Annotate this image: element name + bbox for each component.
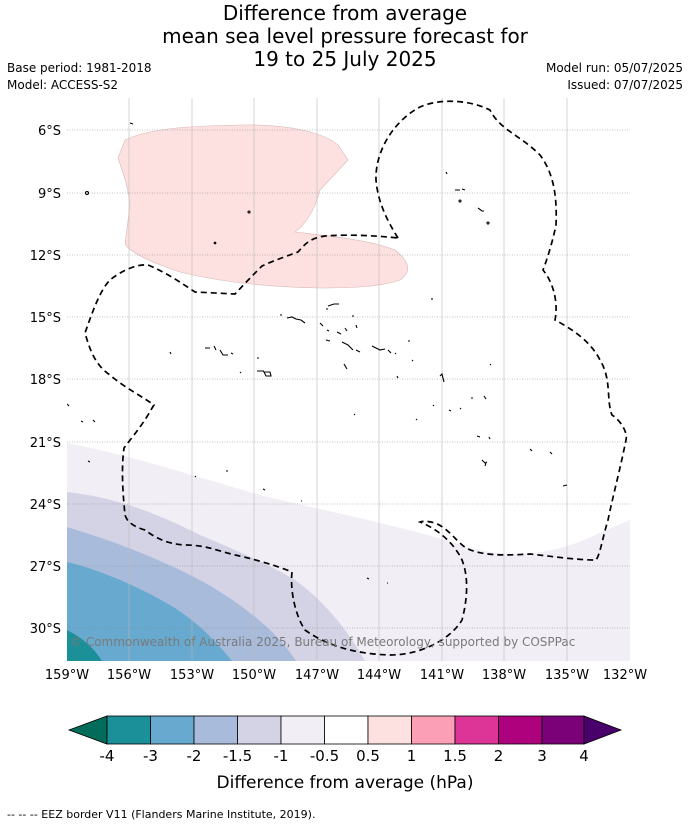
map-title-line-1: Difference from average [222, 1, 468, 25]
model-run-text: Model run: 05/07/2025 [545, 61, 683, 75]
island-4 [213, 241, 217, 245]
colorbar-label: 0.5 [356, 747, 380, 765]
colorbar-segment-6 [324, 715, 369, 745]
colorbar-labels: -4 -3 -2 -1.5 -1 -0.5 0.5 1 1.5 2 3 4 [100, 747, 589, 765]
colorbar-segment-5 [280, 715, 325, 745]
anomaly-band-minus-2-to-minus-3 [67, 562, 232, 661]
graticule [67, 98, 630, 661]
colorbar-segment-1 [106, 715, 151, 745]
eez-border-line [84, 100, 628, 656]
lat-label-24s: 24°S [30, 498, 61, 513]
lon-label-138w: 138°W [482, 668, 526, 683]
colorbar-label: 4 [579, 747, 589, 765]
latitude-labels: 6°S 9°S 12°S 15°S 18°S 21°S 24°S 27°S 30… [30, 124, 61, 637]
lon-label-153w: 153°W [170, 668, 214, 683]
lon-label-144w: 144°W [357, 668, 401, 683]
island-18 [169, 351, 259, 359]
lon-label-150w: 150°W [232, 668, 276, 683]
anomaly-band-minus-3-to-minus-4 [67, 630, 102, 661]
colorbar-segment-4 [237, 715, 282, 745]
island-8 [477, 207, 484, 212]
colorbar-extend-low [67, 715, 108, 745]
island-6 [455, 188, 466, 191]
island-14 [325, 315, 358, 351]
island-3 [247, 210, 251, 214]
island-25 [481, 448, 553, 467]
island-27 [366, 484, 568, 584]
map-area: © Commonwealth of Australia 2025, Bureau… [67, 98, 630, 661]
model-text: Model: ACCESS-S2 [7, 78, 119, 92]
metadata-right: Model run: 05/07/2025 Issued: 07/07/2025 [546, 60, 683, 94]
anomaly-region-0.5-to-1 [117, 124, 408, 289]
colorbar-segment-11 [541, 715, 585, 745]
island-12 [280, 314, 306, 324]
longitude-labels: 159°W 156°W 153°W 150°W 147°W 144°W 141°… [45, 668, 647, 683]
island-24 [353, 413, 491, 440]
map-title-line-3: 19 to 25 July 2025 [253, 47, 437, 71]
colorbar-label: 3 [537, 747, 547, 765]
colorbar-segment-9 [454, 715, 499, 745]
lat-label-18s: 18°S [30, 373, 61, 388]
island-26 [87, 460, 302, 502]
base-period-text: Base period: 1981-2018 [7, 61, 152, 75]
island-22 [448, 363, 492, 412]
colorbar-title: Difference from average (hPa) [217, 773, 474, 793]
lat-label-15s: 15°S [30, 311, 61, 326]
eez-legend-note: -- -- -- EEZ border V11 (Flanders Marine… [7, 808, 316, 821]
copyright-notice: © Commonwealth of Australia 2025, Bureau… [70, 635, 575, 649]
island-9 [486, 221, 490, 225]
colorbar-label: -1 [274, 747, 289, 765]
colorbar-label: -1.5 [223, 747, 252, 765]
lat-label-6s: 6°S [38, 124, 61, 139]
islands [67, 122, 568, 584]
colorbar-label: -4 [100, 747, 115, 765]
colorbar-extend-high [583, 715, 623, 745]
island-17 [205, 345, 234, 356]
island-15 [355, 345, 392, 354]
island-20 [239, 363, 348, 374]
map-title-line-2: mean sea level pressure forecast for [162, 24, 528, 48]
colorbar-label: -2 [187, 747, 202, 765]
lon-label-132w: 132°W [603, 668, 647, 683]
colorbar-segment-7 [367, 715, 412, 745]
issued-text: Issued: 07/07/2025 [567, 78, 683, 92]
colorbar-label: 1.5 [443, 747, 467, 765]
island-5 [445, 171, 448, 175]
lat-label-30s: 30°S [30, 622, 61, 637]
lon-label-141w: 141°W [420, 668, 464, 683]
island-19 [257, 370, 272, 377]
island-1 [129, 122, 134, 125]
island-7 [458, 199, 462, 203]
colorbar [67, 715, 623, 745]
colorbar-segment-8 [411, 715, 456, 745]
colorbar-segment-10 [498, 715, 543, 745]
colorbar-label: -0.5 [310, 747, 339, 765]
lon-label-156w: 156°W [107, 668, 151, 683]
island-2 [84, 190, 90, 196]
island-16 [394, 340, 414, 362]
colorbar-label: 2 [494, 747, 504, 765]
island-23 [67, 403, 96, 423]
lon-label-147w: 147°W [295, 668, 339, 683]
lon-label-135w: 135°W [545, 668, 589, 683]
lat-label-9s: 9°S [38, 187, 61, 202]
colorbar-segment-3 [193, 715, 238, 745]
colorbar-label: -3 [143, 747, 158, 765]
lat-label-21s: 21°S [30, 436, 61, 451]
island-11 [326, 303, 339, 310]
colorbar-segment-2 [150, 715, 195, 745]
island-21 [396, 372, 445, 407]
colorbar-label: 1 [407, 747, 417, 765]
lat-label-27s: 27°S [30, 560, 61, 575]
lon-label-159w: 159°W [45, 668, 89, 683]
island-13 [319, 322, 348, 335]
metadata-left: Base period: 1981-2018 Model: ACCESS-S2 [7, 60, 152, 94]
lat-label-12s: 12°S [30, 249, 61, 264]
